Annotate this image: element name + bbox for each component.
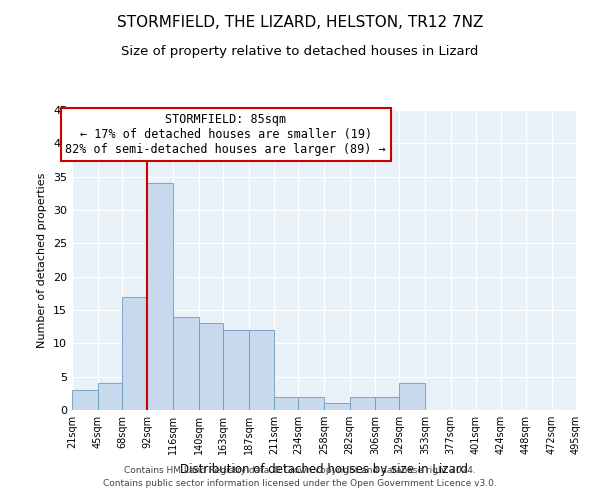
Bar [248, 330, 274, 410]
Bar [98, 384, 122, 410]
Bar [223, 330, 248, 410]
Bar [324, 404, 350, 410]
Bar [298, 396, 324, 410]
Bar [72, 390, 98, 410]
Bar [122, 296, 148, 410]
Y-axis label: Number of detached properties: Number of detached properties [37, 172, 47, 348]
Text: Contains HM Land Registry data © Crown copyright and database right 2024.
Contai: Contains HM Land Registry data © Crown c… [103, 466, 497, 487]
Text: STORMFIELD, THE LIZARD, HELSTON, TR12 7NZ: STORMFIELD, THE LIZARD, HELSTON, TR12 7N… [117, 15, 483, 30]
Text: Size of property relative to detached houses in Lizard: Size of property relative to detached ho… [121, 45, 479, 58]
Bar [148, 184, 173, 410]
Bar [350, 396, 375, 410]
Bar [199, 324, 223, 410]
X-axis label: Distribution of detached houses by size in Lizard: Distribution of detached houses by size … [180, 462, 468, 475]
Bar [375, 396, 400, 410]
Bar [173, 316, 199, 410]
Bar [400, 384, 425, 410]
Text: STORMFIELD: 85sqm
← 17% of detached houses are smaller (19)
82% of semi-detached: STORMFIELD: 85sqm ← 17% of detached hous… [65, 113, 386, 156]
Bar [274, 396, 298, 410]
